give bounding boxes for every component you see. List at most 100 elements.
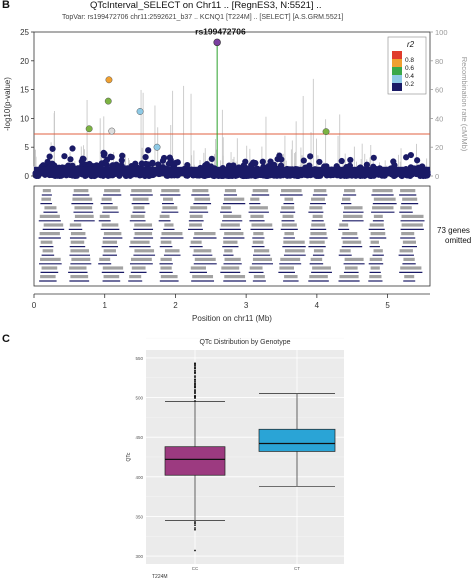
box-ct [258,428,336,452]
lead-snp-point [213,38,221,47]
gene-name-glyph [193,249,212,253]
highlighted-snp-point [322,128,330,136]
snp-point [138,160,145,167]
y2-tick-label: 20 [435,143,443,152]
gene-name-glyph [370,232,386,236]
gene-name-glyph [161,232,183,236]
gene-name-glyph [40,240,53,244]
gene-name-glyph [250,214,264,218]
gene-name-glyph [74,206,93,210]
box-cc [164,446,226,476]
snp-point [159,157,167,164]
gene-name-glyph [69,223,82,227]
y-tick-label: 300 [135,554,143,559]
gene-name-glyph [373,214,383,218]
qtc-boxplot: QTc Distribution by Genotype 300 350 400 450… [126,337,344,579]
gene-name-glyph [194,197,211,201]
gene-name-glyph [309,206,323,210]
gene-name-glyph [70,249,90,253]
gene-name-glyph [192,275,214,279]
gene-name-glyph [190,266,206,270]
snp-point [316,158,323,166]
boxplot-title: QTc Distribution by Genotype [199,339,290,346]
gene-name-glyph [103,249,116,253]
gene-name-glyph [372,189,393,193]
gene-name-glyph [344,266,358,270]
x-tick-label: 2 [173,301,178,310]
outlier-point [194,522,196,525]
outlier-point [194,521,196,523]
ld-legend-swatch [392,59,402,67]
gene-name-glyph [101,223,119,227]
ld-legend-title: r2 [407,40,415,49]
gene-name-glyph [342,197,351,201]
gene-name-glyph [164,223,174,227]
highlighted-snp-point [105,76,113,84]
gene-name-glyph [252,240,264,244]
gene-name-glyph [369,275,382,279]
y2-tick-label: 80 [435,57,443,66]
snp-point [347,156,354,164]
ld-legend-label: 0.4 [405,73,414,80]
snp-point [118,157,125,164]
gene-name-glyph [313,189,327,193]
gene-name-glyph [40,257,61,261]
snp-point [300,157,307,164]
gene-name-glyph [160,266,172,270]
gene-name-glyph [131,189,152,193]
outlier-point [194,395,196,397]
gene-name-glyph [279,266,294,270]
gene-name-glyph [221,206,231,210]
gene-name-glyph [249,206,268,210]
gene-name-glyph [162,206,178,210]
gene-name-glyph [194,257,216,261]
gene-name-glyph [160,275,178,279]
gene-name-glyph [339,223,349,227]
gene-name-glyph [399,249,413,253]
gene-name-glyph [44,206,57,210]
gene-name-glyph [103,232,122,236]
gene-name-glyph [41,197,52,201]
outlier-point [194,367,196,370]
outlier-point [194,527,196,529]
gene-name-glyph [309,275,328,279]
outlier-point [194,549,196,552]
gene-name-glyph [130,257,152,261]
panel-b-subtitle: TopVar: rs199472706 chr11:2592621_b37 ..… [62,14,344,21]
gene-name-glyph [221,266,240,270]
snp-point [155,161,162,168]
panel-b-title: QTcInterval_SELECT on Chr11 .. [RegnES3,… [90,0,322,11]
gene-name-glyph [133,206,145,210]
snp-point [100,149,107,157]
x-axis-label: T224M [152,574,168,579]
gene-name-glyph [41,266,58,270]
y-tick-label: 0 [25,172,30,181]
ld-legend-label: 0.6 [405,65,414,72]
panel-letter-b: B [2,0,10,11]
gene-name-glyph [311,223,326,227]
gene-name-glyph [343,214,363,218]
x-tick-label: 4 [315,301,320,310]
snp-point [208,155,215,162]
gene-name-glyph [161,189,180,193]
snp-point [363,161,370,168]
gene-name-glyph [192,189,209,193]
gene-name-glyph [134,232,153,236]
gene-name-glyph [74,214,94,218]
gene-name-glyph [224,275,246,279]
gene-name-glyph [344,257,364,261]
gene-name-glyph [344,189,356,193]
ld-legend-swatch [392,51,402,59]
gene-name-glyph [402,240,416,244]
x-tick-label: 5 [385,301,390,310]
gene-name-glyph [284,232,294,236]
gene-name-glyph [369,257,383,261]
gene-name-glyph [220,223,240,227]
gene-name-glyph [282,214,294,218]
gene-name-glyph [252,189,269,193]
gene-name-glyph [42,189,51,193]
gene-name-glyph [339,275,359,279]
gene-name-glyph [401,232,415,236]
gene-name-glyph [42,249,54,253]
ld-legend-swatch [392,75,402,83]
